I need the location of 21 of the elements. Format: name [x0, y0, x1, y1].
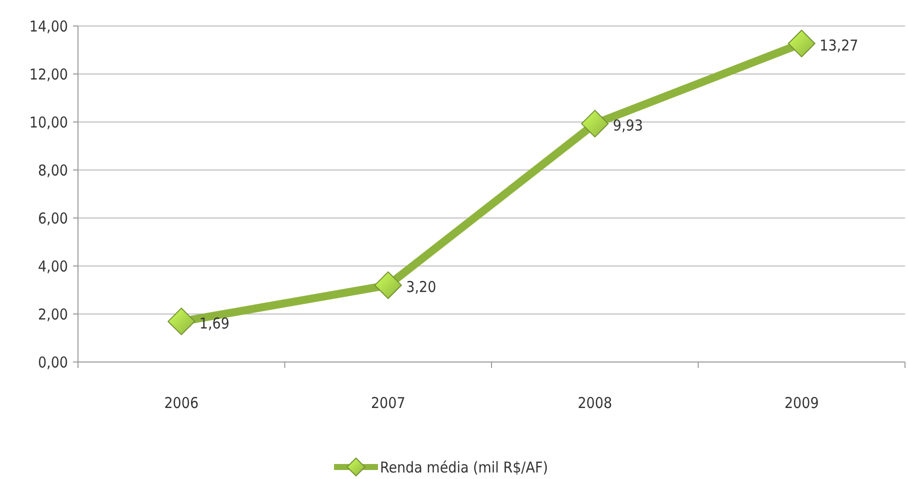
data-label: 1,69 — [199, 314, 230, 332]
y-tick-label: 10,00 — [29, 113, 68, 132]
point — [374, 271, 402, 299]
legend-label: Renda média (mil R$/AF) — [380, 458, 548, 476]
x-tick-label: 2008 — [578, 394, 612, 412]
x-tick-label: 2009 — [784, 394, 819, 412]
y-tick-label: 6,00 — [38, 209, 68, 228]
data-label: 9,93 — [612, 116, 643, 135]
y-tick-label: 12,00 — [29, 65, 68, 84]
x-tick-label: 2007 — [370, 394, 406, 412]
data-label: 3,20 — [406, 278, 436, 296]
point — [581, 110, 609, 138]
data-label: 13,27 — [820, 36, 858, 55]
y-tick-label: 2,00 — [38, 305, 68, 324]
y-tick-label: 8,00 — [38, 161, 68, 180]
x-tick-label: 2006 — [164, 394, 199, 412]
point — [788, 30, 816, 58]
y-tick-label: 4,00 — [38, 257, 68, 276]
y-tick-label: 0,00 — [38, 353, 68, 372]
point — [168, 308, 196, 336]
y-tick-label: 14,00 — [29, 17, 68, 36]
